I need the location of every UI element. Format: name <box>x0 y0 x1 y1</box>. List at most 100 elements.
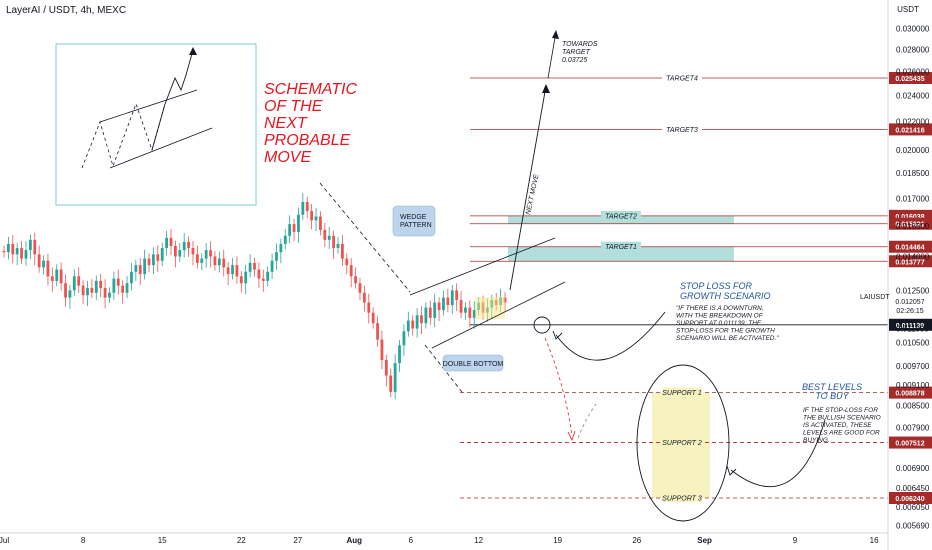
candle-body <box>275 252 278 261</box>
wedge-callout-text: WEDGE PATTERN <box>400 214 432 229</box>
best-levels-title-line: BEST LEVELS <box>802 382 862 392</box>
candle-body <box>336 243 340 249</box>
candle-body <box>59 269 63 284</box>
stop-loss-text-line: "IF THERE IS A DOWNTURN, <box>676 305 764 312</box>
best-levels-text: IF THE STOP-LOSS FOR THE BULLISH SCENARIO… <box>803 407 881 444</box>
level-label: TARGET4 <box>666 76 698 83</box>
target1-zone <box>508 246 734 262</box>
next-move-label: NEXT MOVE <box>525 173 540 215</box>
time-tick-label: Aug <box>347 536 363 545</box>
candle-body <box>191 248 195 255</box>
candle-body <box>165 237 169 249</box>
candle-body <box>121 285 125 293</box>
level-label: SUPPORT 3 <box>662 496 702 503</box>
candle-body <box>420 315 423 324</box>
candle-body <box>187 241 190 249</box>
candle-body <box>15 248 19 255</box>
candle-body <box>90 287 94 293</box>
candle-body <box>24 250 28 259</box>
price-tick-label: 0.024000 <box>896 91 930 100</box>
level-label-bg <box>662 493 702 502</box>
price-tag: 0.008878 <box>889 386 932 399</box>
candle-body <box>283 235 287 244</box>
candle-body <box>314 216 318 221</box>
wedge-lower-line <box>431 281 566 349</box>
candle-body <box>358 283 362 293</box>
best-levels-text-line: IF THE STOP-LOSS FOR <box>803 407 878 414</box>
candle-body <box>327 235 331 240</box>
candle-body <box>402 331 406 346</box>
candle-body <box>411 320 415 329</box>
price-tag-text: 0.006240 <box>895 496 924 503</box>
candle-body <box>319 216 322 230</box>
consolidation-box <box>475 297 505 319</box>
level-label-bg <box>601 241 641 251</box>
schematic-title-line: SCHEMATIC <box>264 81 357 98</box>
support-curve-head <box>726 465 737 476</box>
candle-body <box>112 278 116 293</box>
time-tick-label: 15 <box>158 536 167 545</box>
schematic-solid-path <box>151 49 194 151</box>
schematic-upper-line <box>99 89 198 123</box>
price-tag: 0.011139 <box>889 318 932 331</box>
price-tag-bg <box>889 72 932 84</box>
price-tag-text: 0.011139 <box>896 323 925 330</box>
candle-body <box>393 363 397 392</box>
time-tick-label: Jul <box>0 536 9 545</box>
candle-body <box>103 287 107 298</box>
candle-body <box>20 248 23 259</box>
level-label-bg <box>662 124 702 134</box>
price-tag-bg <box>889 318 932 331</box>
candle-body <box>301 201 305 215</box>
level-label: SUPPORT 1 <box>662 390 702 397</box>
support-curve <box>730 419 826 488</box>
candle-body <box>253 262 256 270</box>
schematic-box <box>55 43 257 206</box>
price-tag-bg <box>889 123 932 136</box>
candle-body <box>178 250 182 257</box>
level-label: TARGET3 <box>666 127 698 134</box>
price-tick-label: 0.020000 <box>896 146 930 155</box>
candle-body <box>323 229 327 240</box>
time-tick-label: Sep <box>697 536 712 545</box>
support-ellipse <box>636 364 730 522</box>
candle-body <box>406 320 410 332</box>
price-tick-label: 0.028000 <box>896 45 930 54</box>
stop-loss-text: "IF THERE IS A DOWNTURN, WITH THE BREAKDO… <box>676 305 779 342</box>
candle-body <box>244 271 248 284</box>
candle-body <box>28 239 32 251</box>
best-levels-title-line: TO BUY <box>815 391 849 401</box>
candle-body <box>415 315 419 329</box>
price-tag-text: 0.021416 <box>895 127 924 134</box>
candle-body <box>231 265 234 275</box>
candle-body <box>305 201 309 211</box>
candle-body <box>266 271 270 281</box>
candle-body <box>6 243 10 253</box>
time-tick-label: 6 <box>409 536 414 545</box>
candle-body <box>235 265 239 277</box>
candle-body <box>349 265 353 277</box>
price-tick-label: 0.015500 <box>896 222 930 231</box>
double-bottom-text: DOUBLE BOTTOM <box>443 361 504 368</box>
candle-body <box>209 250 212 257</box>
candle-body <box>288 224 292 236</box>
wedge-callout <box>392 205 436 237</box>
candle-body <box>367 302 371 313</box>
schematic-title: SCHEMATIC OF THE NEXT PROBABLE MOVE <box>264 81 357 166</box>
candle-body <box>332 235 336 249</box>
candle-body <box>384 360 388 376</box>
candle-body <box>217 258 221 266</box>
candle-body <box>310 210 314 221</box>
price-tick-label: 0.006900 <box>896 464 930 473</box>
candle-body <box>147 258 151 266</box>
price-tag-bg <box>889 240 932 253</box>
price-tick-label: 0.006050 <box>896 503 930 512</box>
candle-body <box>213 256 217 266</box>
price-tag: 0.025435 <box>889 72 932 84</box>
candle-body <box>143 258 147 275</box>
candle-body <box>226 267 230 275</box>
candle-body <box>138 265 142 275</box>
next-move-arrowhead <box>542 84 550 93</box>
time-tick-label: 27 <box>293 536 302 545</box>
